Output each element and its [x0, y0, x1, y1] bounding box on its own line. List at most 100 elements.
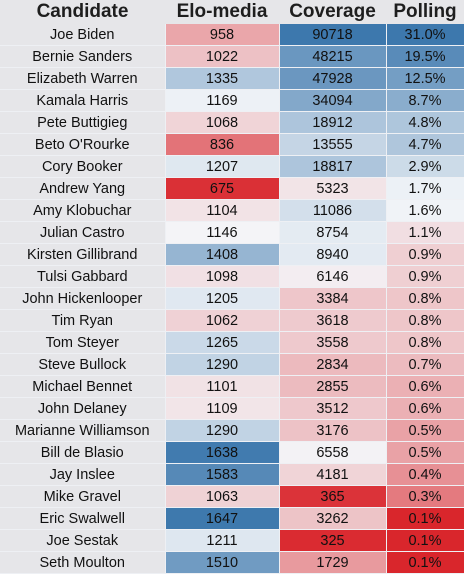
- candidate-cell: Amy Klobuchar: [0, 199, 166, 222]
- polling-cell: 0.5%: [386, 441, 464, 464]
- candidate-cell: Kirsten Gillibrand: [0, 243, 166, 266]
- coverage-cell: 3384: [279, 287, 387, 310]
- table-row-amy-klobuchar: Amy Klobuchar 1104 11086 1.6%: [0, 199, 464, 222]
- candidate-cell: Bernie Sanders: [0, 45, 166, 68]
- table-row-seth-moulton: Seth Moulton 1510 1729 0.1%: [0, 551, 464, 574]
- table-row-pete-buttigieg: Pete Buttigieg 1068 18912 4.8%: [0, 111, 464, 134]
- candidate-cell: Mike Gravel: [0, 485, 166, 508]
- coverage-cell: 3262: [279, 507, 387, 530]
- coverage-cell: 2855: [279, 375, 387, 398]
- elo-media-cell: 1146: [165, 221, 280, 244]
- table-row-steve-bullock: Steve Bullock 1290 2834 0.7%: [0, 353, 464, 376]
- polling-cell: 0.6%: [386, 375, 464, 398]
- candidate-cell: Tim Ryan: [0, 309, 166, 332]
- table-row-tulsi-gabbard: Tulsi Gabbard 1098 6146 0.9%: [0, 265, 464, 288]
- elo-media-cell: 1211: [165, 529, 280, 552]
- table-row-tom-steyer: Tom Steyer 1265 3558 0.8%: [0, 331, 464, 354]
- candidate-cell: John Hickenlooper: [0, 287, 166, 310]
- elo-media-cell: 836: [165, 133, 280, 156]
- candidate-cell: Kamala Harris: [0, 89, 166, 112]
- coverage-cell: 48215: [279, 45, 387, 68]
- polling-cell: 0.5%: [386, 419, 464, 442]
- elo-media-cell: 1638: [165, 441, 280, 464]
- table-row-tim-ryan: Tim Ryan 1062 3618 0.8%: [0, 309, 464, 332]
- table-row-john-delaney: John Delaney 1109 3512 0.6%: [0, 397, 464, 420]
- table-row-mike-gravel: Mike Gravel 1063 365 0.3%: [0, 485, 464, 508]
- elo-media-cell: 1510: [165, 551, 280, 574]
- table-row-beto-o-rourke: Beto O'Rourke 836 13555 4.7%: [0, 133, 464, 156]
- elo-media-cell: 1098: [165, 265, 280, 288]
- elo-media-cell: 1104: [165, 199, 280, 222]
- elo-media-cell: 1169: [165, 89, 280, 112]
- elo-media-cell: 1109: [165, 397, 280, 420]
- header-elo-media: Elo-media: [165, 0, 279, 24]
- candidate-cell: Joe Biden: [0, 24, 166, 46]
- coverage-cell: 325: [279, 529, 387, 552]
- candidate-cell: Steve Bullock: [0, 353, 166, 376]
- polling-cell: 4.8%: [386, 111, 464, 134]
- candidate-cell: Beto O'Rourke: [0, 133, 166, 156]
- coverage-cell: 2834: [279, 353, 387, 376]
- elo-media-cell: 1205: [165, 287, 280, 310]
- table-row-jay-inslee: Jay Inslee 1583 4181 0.4%: [0, 463, 464, 486]
- coverage-cell: 3176: [279, 419, 387, 442]
- candidate-cell: Pete Buttigieg: [0, 111, 166, 134]
- coverage-cell: 3618: [279, 309, 387, 332]
- candidate-cell: Michael Bennet: [0, 375, 166, 398]
- coverage-cell: 18912: [279, 111, 387, 134]
- elo-media-cell: 1335: [165, 67, 280, 90]
- table-row-julian-castro: Julian Castro 1146 8754 1.1%: [0, 221, 464, 244]
- table-row-bernie-sanders: Bernie Sanders 1022 48215 19.5%: [0, 45, 464, 68]
- polling-cell: 19.5%: [386, 45, 464, 68]
- coverage-cell: 6558: [279, 441, 387, 464]
- table-row-elizabeth-warren: Elizabeth Warren 1335 47928 12.5%: [0, 67, 464, 90]
- elo-media-cell: 1265: [165, 331, 280, 354]
- table-row-bill-de-blasio: Bill de Blasio 1638 6558 0.5%: [0, 441, 464, 464]
- coverage-cell: 5323: [279, 177, 387, 200]
- header-row: Candidate Elo-media Coverage Polling: [0, 0, 464, 24]
- table-row-kirsten-gillibrand: Kirsten Gillibrand 1408 8940 0.9%: [0, 243, 464, 266]
- elo-media-cell: 1583: [165, 463, 280, 486]
- elo-media-cell: 1290: [165, 353, 280, 376]
- polling-cell: 0.4%: [386, 463, 464, 486]
- polling-cell: 0.8%: [386, 287, 464, 310]
- elo-media-cell: 1408: [165, 243, 280, 266]
- candidate-cell: Seth Moulton: [0, 551, 166, 574]
- polling-cell: 1.7%: [386, 177, 464, 200]
- candidate-cell: Julian Castro: [0, 221, 166, 244]
- header-polling: Polling: [386, 0, 464, 24]
- coverage-cell: 8754: [279, 221, 387, 244]
- polling-cell: 0.8%: [386, 309, 464, 332]
- polling-cell: 0.1%: [386, 507, 464, 530]
- table-row-eric-swalwell: Eric Swalwell 1647 3262 0.1%: [0, 507, 464, 530]
- coverage-cell: 90718: [279, 24, 387, 46]
- candidate-cell: Marianne Williamson: [0, 419, 166, 442]
- polling-cell: 0.1%: [386, 551, 464, 574]
- coverage-cell: 11086: [279, 199, 387, 222]
- coverage-cell: 18817: [279, 155, 387, 178]
- coverage-cell: 3558: [279, 331, 387, 354]
- candidate-cell: Bill de Blasio: [0, 441, 166, 464]
- candidate-cell: Andrew Yang: [0, 177, 166, 200]
- polling-cell: 8.7%: [386, 89, 464, 112]
- coverage-cell: 47928: [279, 67, 387, 90]
- candidate-cell: Eric Swalwell: [0, 507, 166, 530]
- coverage-cell: 13555: [279, 133, 387, 156]
- coverage-cell: 8940: [279, 243, 387, 266]
- candidate-cell: Cory Booker: [0, 155, 166, 178]
- polling-cell: 0.9%: [386, 243, 464, 266]
- table-row-marianne-williamson: Marianne Williamson 1290 3176 0.5%: [0, 419, 464, 442]
- polling-cell: 0.9%: [386, 265, 464, 288]
- table-row-cory-booker: Cory Booker 1207 18817 2.9%: [0, 155, 464, 178]
- coverage-cell: 34094: [279, 89, 387, 112]
- coverage-cell: 6146: [279, 265, 387, 288]
- elo-media-cell: 1022: [165, 45, 280, 68]
- coverage-cell: 4181: [279, 463, 387, 486]
- elo-media-cell: 675: [165, 177, 280, 200]
- polling-cell: 12.5%: [386, 67, 464, 90]
- polling-cell: 4.7%: [386, 133, 464, 156]
- candidate-cell: Elizabeth Warren: [0, 67, 166, 90]
- candidate-cell: Tulsi Gabbard: [0, 265, 166, 288]
- table-row-andrew-yang: Andrew Yang 675 5323 1.7%: [0, 177, 464, 200]
- elo-media-cell: 1063: [165, 485, 280, 508]
